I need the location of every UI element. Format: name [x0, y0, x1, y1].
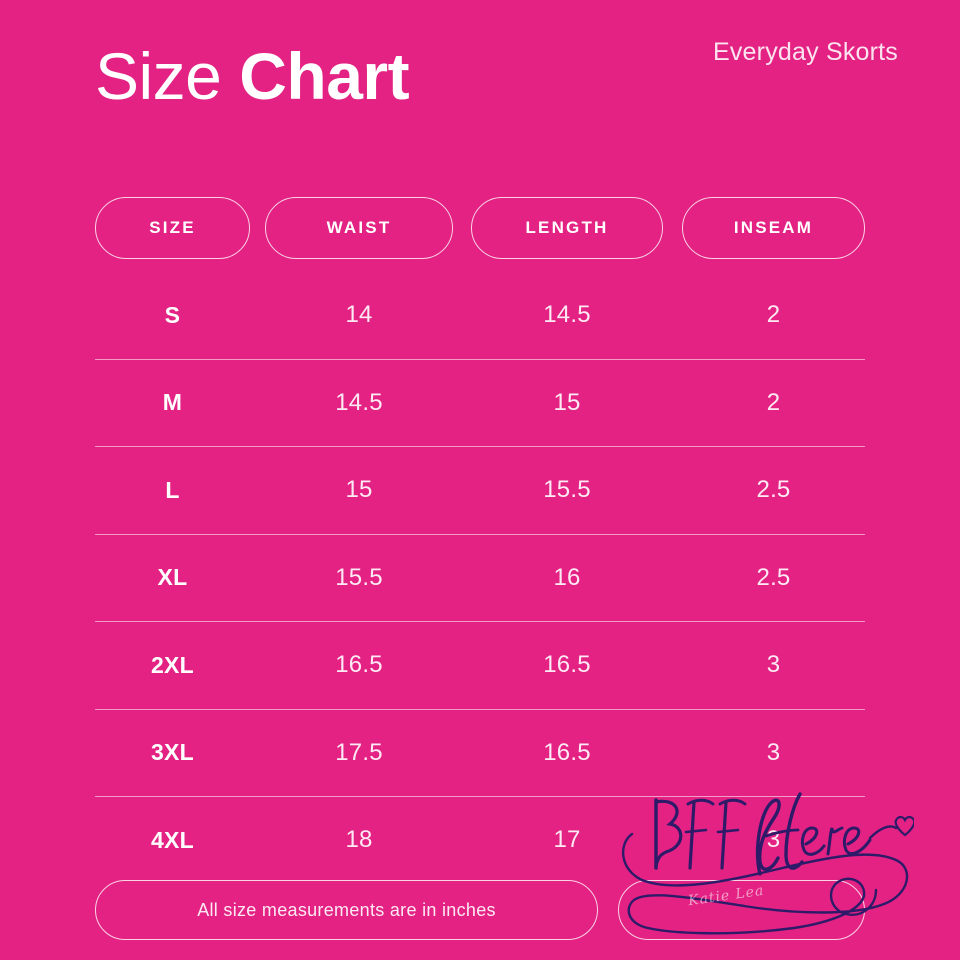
- measurement-note-label: All size measurements are in inches: [197, 899, 496, 920]
- cell-size: M: [162, 389, 183, 416]
- product-subtitle: Everyday Skorts: [712, 38, 898, 66]
- cell-length: 14.5: [543, 301, 591, 329]
- page-title-bold: Chart: [239, 39, 410, 113]
- column-header-waist-label: WAIST: [326, 218, 392, 237]
- cell-size: S: [164, 301, 181, 328]
- size-table: S 14 14.5 2 M 14.5 15 2 L 15 15.5 2.5 XL…: [95, 272, 865, 884]
- cell-inseam: 2.5: [756, 476, 791, 504]
- cell-inseam: 3: [766, 738, 781, 766]
- table-header-row: SIZE WAIST LENGTH INSEAM: [95, 197, 865, 259]
- cell-inseam: 2: [766, 388, 781, 416]
- page-title: Size Chart: [95, 39, 410, 113]
- table-row: L 15 15.5 2.5: [95, 446, 865, 534]
- cell-size: L: [165, 476, 180, 503]
- cell-size: 4XL: [150, 826, 195, 853]
- cell-length: 16.5: [543, 651, 591, 679]
- table-row: S 14 14.5 2: [95, 272, 865, 359]
- table-row: 4XL 18 17 3: [95, 796, 865, 884]
- page-title-light: Size: [95, 39, 222, 113]
- column-header-length: LENGTH: [471, 197, 663, 259]
- cell-size: 3XL: [150, 739, 195, 766]
- column-header-length-label: LENGTH: [525, 218, 609, 237]
- cell-size: 2XL: [150, 651, 195, 678]
- cell-waist: 15: [345, 476, 373, 504]
- column-header-size: SIZE: [95, 197, 250, 259]
- cell-waist: 18: [345, 826, 373, 854]
- table-row: 2XL 16.5 16.5 3: [95, 621, 865, 709]
- cell-size: XL: [157, 564, 188, 591]
- measurement-note-pill: All size measurements are in inches: [95, 880, 598, 940]
- cell-inseam: 2.5: [756, 563, 791, 591]
- cell-length: 16: [553, 563, 581, 591]
- cell-length: 17: [553, 826, 581, 854]
- cell-inseam: 2: [766, 301, 781, 329]
- cell-waist: 16.5: [335, 651, 383, 679]
- cell-length: 16.5: [543, 738, 591, 766]
- table-row: 3XL 17.5 16.5 3: [95, 708, 865, 797]
- table-row: M 14.5 15 2: [95, 358, 865, 447]
- cell-waist: 14: [345, 301, 373, 329]
- cell-waist: 14.5: [335, 388, 383, 416]
- cell-waist: 15.5: [335, 563, 383, 591]
- brand-pill: [618, 880, 865, 940]
- cell-inseam: 3: [766, 826, 781, 854]
- cell-length: 15.5: [543, 476, 591, 504]
- cell-inseam: 3: [766, 651, 781, 679]
- table-row: XL 15.5 16 2.5: [95, 533, 865, 622]
- column-header-inseam: INSEAM: [682, 197, 865, 259]
- cell-waist: 17.5: [335, 738, 383, 766]
- column-header-size-label: SIZE: [149, 218, 196, 237]
- column-header-inseam-label: INSEAM: [733, 218, 814, 237]
- cell-length: 15: [553, 388, 581, 416]
- column-header-waist: WAIST: [265, 197, 453, 259]
